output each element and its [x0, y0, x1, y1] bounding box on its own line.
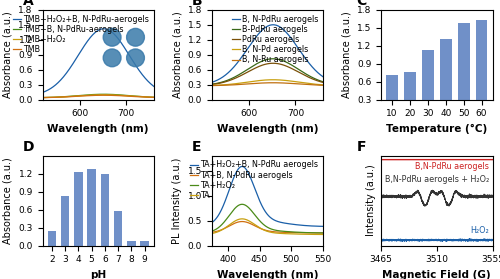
Y-axis label: PL Intensity (a.u.): PL Intensity (a.u.)	[172, 157, 182, 244]
Bar	[48, 230, 56, 246]
Text: F: F	[356, 140, 366, 154]
X-axis label: Wavelength (nm): Wavelength (nm)	[48, 124, 149, 134]
Text: A: A	[22, 0, 33, 8]
X-axis label: Wavelength (nm): Wavelength (nm)	[217, 124, 318, 134]
Bar	[74, 172, 82, 246]
Legend: TA+H₂O₂+B, N-PdRu aerogels, TA+B, N-PdRu aerogels, TA+H₂O₂, TA: TA+H₂O₂+B, N-PdRu aerogels, TA+B, N-PdRu…	[189, 160, 319, 201]
Bar	[422, 50, 434, 118]
Legend: TMB+H₂O₂+B, N-PdRu-aerogels, TMB+B, N-PdRu-aerogels, TMB+H₂O₂, TMB: TMB+H₂O₂+B, N-PdRu-aerogels, TMB+B, N-Pd…	[12, 14, 150, 55]
Bar	[476, 20, 488, 118]
Text: B,N-PdRu aerogels: B,N-PdRu aerogels	[416, 162, 489, 171]
Bar	[440, 39, 452, 118]
Bar	[114, 211, 122, 246]
Y-axis label: Absorbance (a.u.): Absorbance (a.u.)	[172, 11, 182, 98]
X-axis label: Temperature (°C): Temperature (°C)	[386, 124, 488, 134]
Bar	[127, 241, 136, 246]
X-axis label: Wavelength (nm): Wavelength (nm)	[217, 270, 318, 279]
Y-axis label: Absorbance (a.u.): Absorbance (a.u.)	[3, 11, 13, 98]
Bar	[458, 23, 469, 118]
Bar	[100, 174, 109, 246]
Text: H₂O₂: H₂O₂	[470, 226, 489, 235]
Y-axis label: Intensity (a.u.): Intensity (a.u.)	[366, 165, 376, 236]
Bar	[140, 241, 149, 246]
Text: E: E	[192, 140, 202, 154]
Text: C: C	[356, 0, 367, 8]
Bar	[386, 74, 398, 118]
Legend: B, N-PdRu aerogels, B-PdRu aerogels, PdRu aerogels, B, N-Pd aerogels, B, N-Ru ae: B, N-PdRu aerogels, B-PdRu aerogels, PdR…	[230, 14, 319, 65]
Bar	[88, 169, 96, 246]
Bar	[404, 71, 415, 118]
X-axis label: Magnetic Field (G): Magnetic Field (G)	[382, 270, 491, 279]
Bar	[61, 196, 70, 246]
Text: D: D	[22, 140, 34, 154]
Text: B,N-PdRu aerogels + H₂O₂: B,N-PdRu aerogels + H₂O₂	[385, 175, 489, 184]
Text: B: B	[192, 0, 202, 8]
Y-axis label: Absorbance (a.u.): Absorbance (a.u.)	[3, 157, 13, 244]
X-axis label: pH: pH	[90, 270, 106, 279]
Y-axis label: Absorbance (a.u.): Absorbance (a.u.)	[342, 11, 351, 98]
